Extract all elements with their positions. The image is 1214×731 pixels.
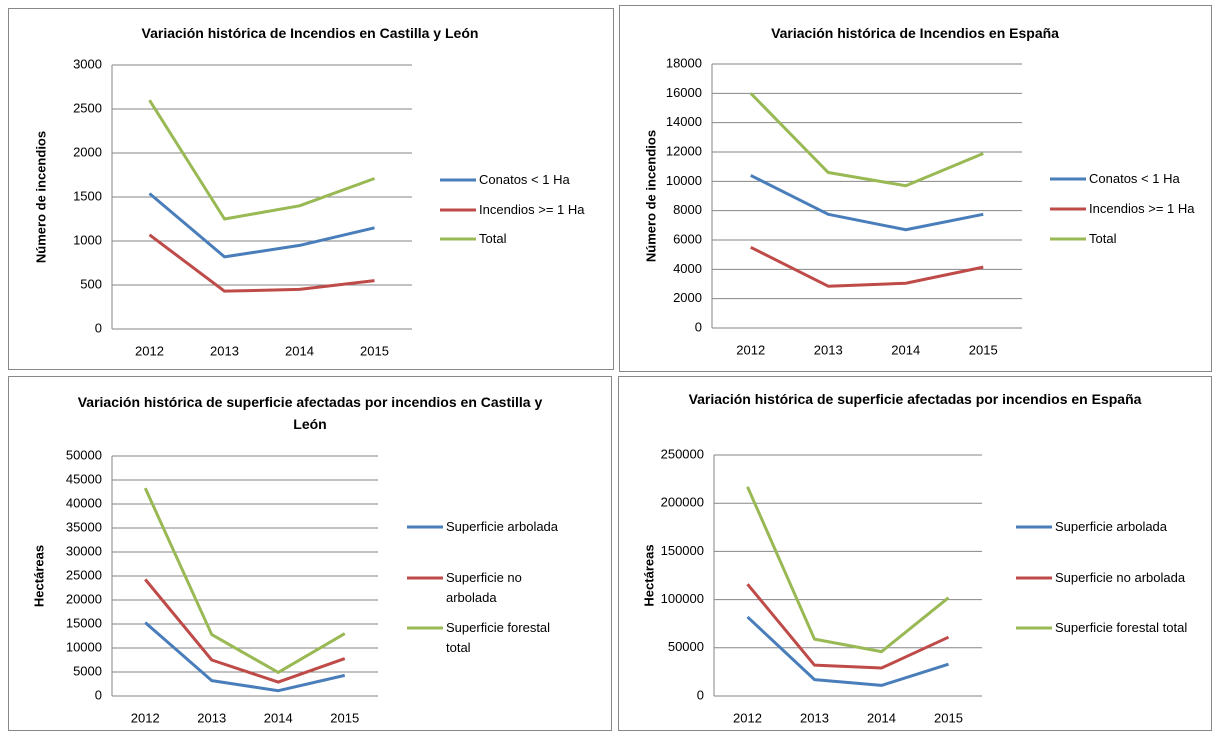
y-tick-label: 50000	[66, 447, 102, 462]
x-tick-label: 2015	[969, 342, 998, 357]
series-line	[148, 233, 375, 293]
y-tick-label: 2500	[73, 100, 102, 115]
y-axis-label: Número de incendios	[33, 131, 48, 263]
y-tick-label: 30000	[66, 543, 102, 558]
legend-label: Superficie forestal total	[446, 620, 551, 655]
x-tick-label: 2015	[360, 343, 389, 358]
x-tick-label: 2015	[330, 710, 359, 725]
chart-title: Variación histórica de Incendios en Cast…	[141, 25, 479, 41]
y-axis-label: Hectáreas	[641, 544, 656, 606]
y-tick-label: 8000	[673, 202, 702, 217]
series-line	[148, 99, 376, 221]
y-tick-label: 4000	[673, 261, 702, 276]
y-tick-label: 10000	[66, 639, 102, 654]
legend-label: Conatos < 1 Ha	[479, 172, 570, 187]
legend-label: Superficie forestal total	[1055, 620, 1188, 635]
y-tick-label: 20000	[66, 591, 102, 606]
y-tick-label: 1500	[73, 188, 102, 203]
series-line	[750, 245, 984, 288]
series-line	[746, 583, 950, 670]
chart-title: Variación histórica de Incendios en Espa…	[771, 25, 1059, 41]
panel-border	[619, 5, 1212, 372]
y-tick-label: 0	[697, 687, 704, 702]
y-tick-label: 25000	[66, 567, 102, 582]
y-tick-label: 2000	[673, 290, 702, 305]
y-tick-label: 12000	[666, 143, 702, 158]
legend-label: Superficie no arbolada	[1055, 570, 1186, 585]
y-tick-label: 45000	[66, 471, 102, 486]
x-tick-label: 2014	[891, 342, 920, 357]
y-tick-label: 40000	[66, 495, 102, 510]
legend-label: Superficie no arbolada	[446, 570, 522, 605]
series-line	[143, 487, 346, 674]
series-line	[750, 174, 984, 232]
x-tick-label: 2013	[197, 710, 226, 725]
legend-label: Total	[1089, 231, 1117, 246]
x-tick-label: 2014	[285, 343, 314, 358]
y-tick-label: 0	[95, 320, 102, 335]
x-tick-label: 2013	[814, 342, 843, 357]
x-tick-label: 2012	[736, 342, 765, 357]
series-line	[746, 486, 950, 654]
series-line	[746, 615, 949, 687]
x-tick-label: 2013	[800, 710, 829, 725]
legend-label: Conatos < 1 Ha	[1089, 171, 1180, 186]
series-line	[144, 578, 346, 684]
y-tick-label: 0	[95, 687, 102, 702]
y-tick-label: 5000	[73, 663, 102, 678]
y-tick-label: 35000	[66, 519, 102, 534]
x-tick-label: 2015	[934, 710, 963, 725]
x-tick-label: 2014	[264, 710, 293, 725]
y-tick-label: 250000	[661, 446, 704, 461]
x-tick-label: 2012	[733, 710, 762, 725]
y-tick-label: 200000	[661, 495, 704, 510]
y-tick-label: 150000	[661, 543, 704, 558]
y-tick-label: 50000	[668, 639, 704, 654]
x-tick-label: 2014	[867, 710, 896, 725]
y-tick-label: 16000	[666, 85, 702, 100]
y-tick-label: 10000	[666, 173, 702, 188]
y-tick-label: 1000	[73, 232, 102, 247]
y-tick-label: 6000	[673, 231, 702, 246]
panel-border	[618, 376, 1212, 731]
chart-title: Variación histórica de superficie afecta…	[688, 391, 1142, 407]
y-axis-label: Número de incendios	[643, 130, 658, 262]
y-tick-label: 3000	[73, 56, 102, 71]
x-tick-label: 2013	[210, 343, 239, 358]
x-tick-label: 2012	[131, 710, 160, 725]
y-tick-label: 15000	[66, 615, 102, 630]
y-tick-label: 2000	[73, 144, 102, 159]
y-tick-label: 14000	[666, 114, 702, 129]
legend-label: Superficie arbolada	[1055, 519, 1168, 534]
y-tick-label: 0	[695, 319, 702, 334]
legend-label: Incendios >= 1 Ha	[479, 202, 585, 217]
chart-title: Variación histórica de superficie afecta…	[77, 394, 543, 432]
y-axis-label: Hectáreas	[31, 545, 46, 607]
y-tick-label: 500	[80, 276, 102, 291]
series-line	[144, 621, 346, 693]
legend-label: Total	[479, 231, 507, 246]
series-line	[148, 192, 375, 259]
series-line	[749, 92, 984, 188]
panel-border	[8, 8, 614, 370]
y-tick-label: 100000	[661, 591, 704, 606]
x-tick-label: 2012	[135, 343, 164, 358]
legend-label: Incendios >= 1 Ha	[1089, 201, 1195, 216]
y-tick-label: 18000	[666, 55, 702, 70]
legend-label: Superficie arbolada	[446, 519, 559, 534]
